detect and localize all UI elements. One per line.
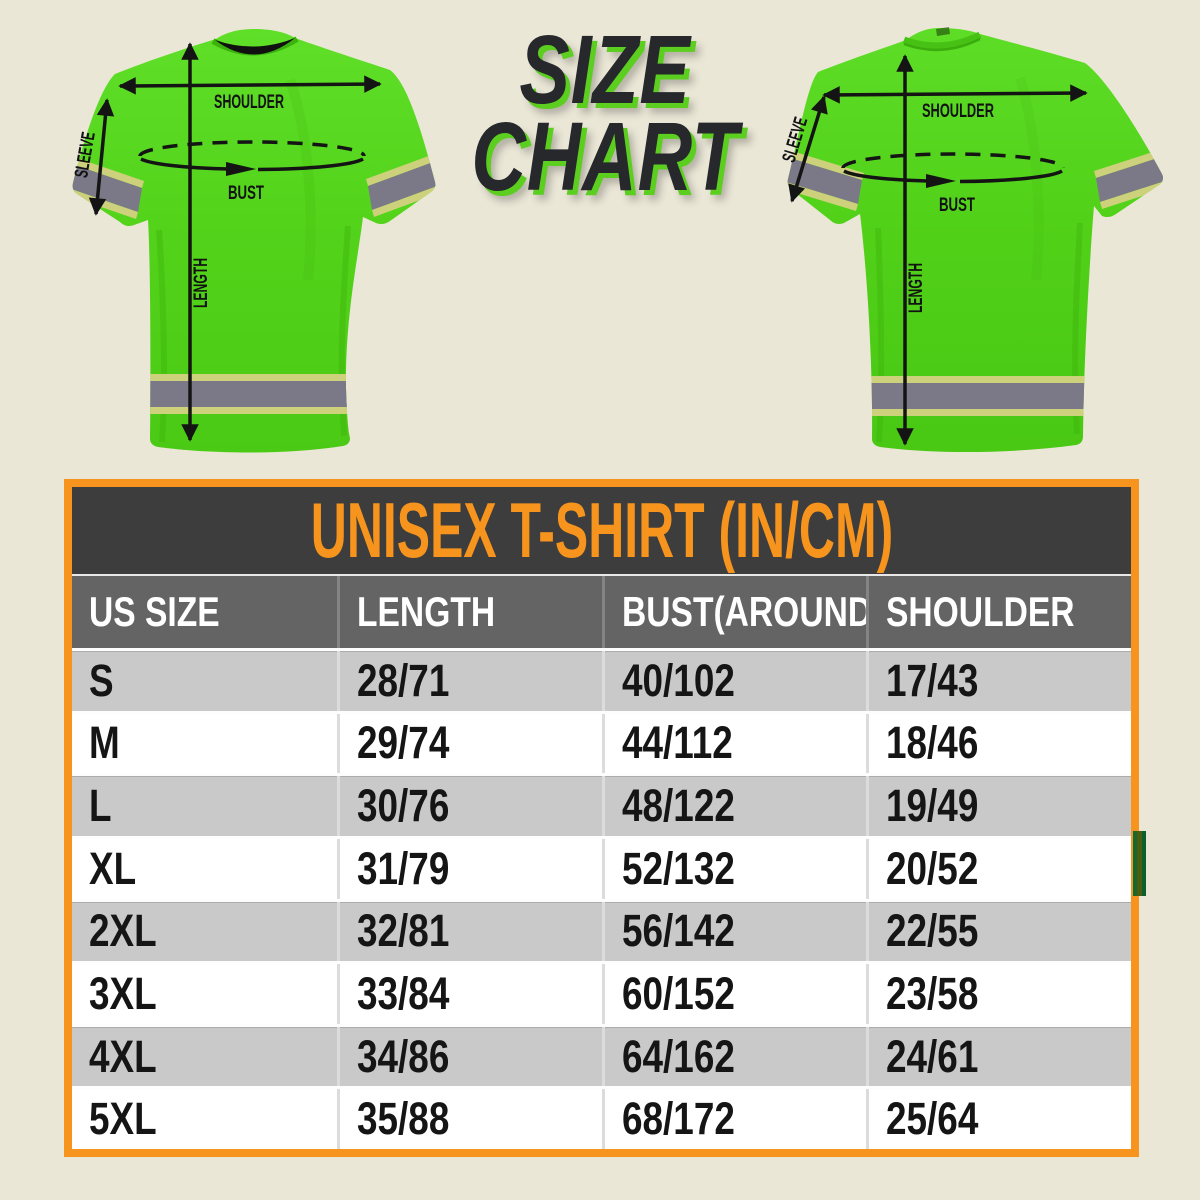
cell-bust: 40/102: [601, 651, 867, 711]
table-row-3xl: 3XL 33/84 60/152 23/58: [72, 961, 1131, 1024]
front-bust-arc: [257, 157, 364, 172]
back-shoulder-arrow: [822, 84, 1088, 104]
cell-shoulder: 20/52: [866, 838, 1131, 899]
cell-size: M: [89, 717, 120, 769]
cell-length: 34/86: [336, 1026, 602, 1087]
back-shirt-diagram: SHOULDER BUST LENGTH SLEEVE: [779, 27, 1164, 453]
cell-length: 30/76: [336, 776, 602, 836]
front-shoulder-label: SHOULDER: [214, 92, 284, 113]
back-bust-ellipse-dashed: [841, 152, 1065, 169]
page-title: SIZE CHART: [415, 15, 795, 212]
table-row-m: M 29/74 44/112 18/46: [72, 710, 1131, 774]
cell-length: 28/71: [336, 651, 602, 711]
cell-size: 2XL: [89, 905, 157, 957]
table-title: UNISEX T-SHIRT (IN/CM): [310, 486, 893, 574]
cell-bust: 52/132: [601, 838, 867, 899]
cell-shoulder: 17/43: [866, 651, 1131, 711]
table-title-bar: UNISEX T-SHIRT (IN/CM): [72, 486, 1131, 574]
cell-bust: 60/152: [601, 964, 867, 1024]
back-bust-arc: [959, 169, 1063, 184]
column-header-length: LENGTH: [336, 576, 602, 648]
front-sleeve-arrow: [88, 98, 115, 216]
back-bust-label: BUST: [939, 195, 975, 216]
cell-size: S: [89, 654, 114, 706]
cell-shoulder: 22/55: [866, 901, 1131, 962]
front-shirt-diagram: SHOULDER BUST LENGTH SLEEVE: [71, 29, 436, 453]
cell-bust: 64/162: [601, 1026, 867, 1087]
cell-shoulder: 19/49: [866, 776, 1131, 836]
table-row-4xl: 4XL 34/86 64/162 24/61: [72, 1023, 1131, 1087]
back-right-sleeve-stripe: [1096, 156, 1164, 202]
cell-bust: 48/122: [601, 776, 867, 836]
front-hem-stripe: [136, 381, 376, 407]
border-artifact-green: [1133, 831, 1146, 896]
back-collar-notch: [936, 27, 950, 36]
front-annotations: [88, 42, 382, 442]
back-length-label: LENGTH: [906, 263, 927, 313]
cell-bust: 44/112: [601, 713, 867, 774]
cell-length: 35/88: [336, 1089, 602, 1149]
back-bust-arrowhead: [926, 174, 956, 188]
cell-bust: 68/172: [601, 1089, 867, 1149]
back-annotations: [788, 54, 1088, 446]
cell-shoulder: 18/46: [866, 713, 1131, 774]
table-row-l: L 30/76 48/122 19/49: [72, 773, 1131, 836]
table-row-5xl: 5XL 35/88 68/172 25/64: [72, 1086, 1131, 1149]
column-header-us-size: US SIZE: [89, 588, 220, 635]
front-bust-ellipse-dashed: [138, 140, 366, 157]
table-row-s: S 28/71 40/102 17/43: [72, 648, 1131, 711]
column-header-bust: BUST(AROUND): [601, 576, 866, 648]
front-hem-stripe-trim: [136, 407, 376, 414]
front-collar-opening: [215, 38, 295, 55]
cell-length: 32/81: [336, 901, 602, 962]
cell-bust: 56/142: [601, 901, 867, 962]
front-hem-stripe-trim: [136, 374, 376, 381]
cell-length: 31/79: [336, 838, 602, 899]
back-collar-band: [902, 31, 982, 50]
cell-size: 4XL: [89, 1030, 157, 1082]
page-title-line1: SIZE: [519, 15, 691, 124]
size-chart-table: UNISEX T-SHIRT (IN/CM) US SIZE LENGTH BU…: [64, 479, 1139, 1157]
cell-length: 33/84: [336, 964, 602, 1024]
back-hem-stripe: [862, 383, 1094, 409]
cell-shoulder: 23/58: [866, 964, 1131, 1024]
page-title-line2: CHART: [471, 102, 739, 212]
back-sleeve-arrow: [788, 95, 828, 203]
cell-size: L: [89, 780, 112, 832]
table-row-2xl: 2XL 32/81 56/142 22/55: [72, 898, 1131, 962]
cell-size: 3XL: [89, 967, 157, 1019]
front-length-label: LENGTH: [191, 258, 212, 308]
front-right-sleeve-stripe: [368, 161, 436, 210]
front-bust-arrowhead: [226, 162, 256, 176]
back-shoulder-label: SHOULDER: [922, 101, 994, 122]
cell-shoulder: 24/61: [866, 1026, 1131, 1087]
cell-size: XL: [89, 842, 137, 894]
front-shoulder-arrow: [118, 75, 382, 95]
front-bust-label: BUST: [228, 183, 264, 204]
cell-length: 29/74: [336, 713, 602, 774]
cell-size: 5XL: [89, 1093, 157, 1145]
back-bust-arrow-arc: [843, 169, 929, 183]
front-bust-arrow-arc: [140, 157, 229, 171]
back-shirt-body: [787, 28, 1163, 453]
front-shirt-body: [72, 29, 436, 453]
table-header-row: US SIZE LENGTH BUST(AROUND) SHOULDER: [72, 574, 1131, 648]
front-shirt-stripes: [72, 78, 436, 443]
table-row-xl: XL 31/79 52/132 20/52: [72, 835, 1131, 899]
column-header-shoulder: SHOULDER: [866, 576, 1131, 648]
cell-shoulder: 25/64: [866, 1089, 1131, 1149]
